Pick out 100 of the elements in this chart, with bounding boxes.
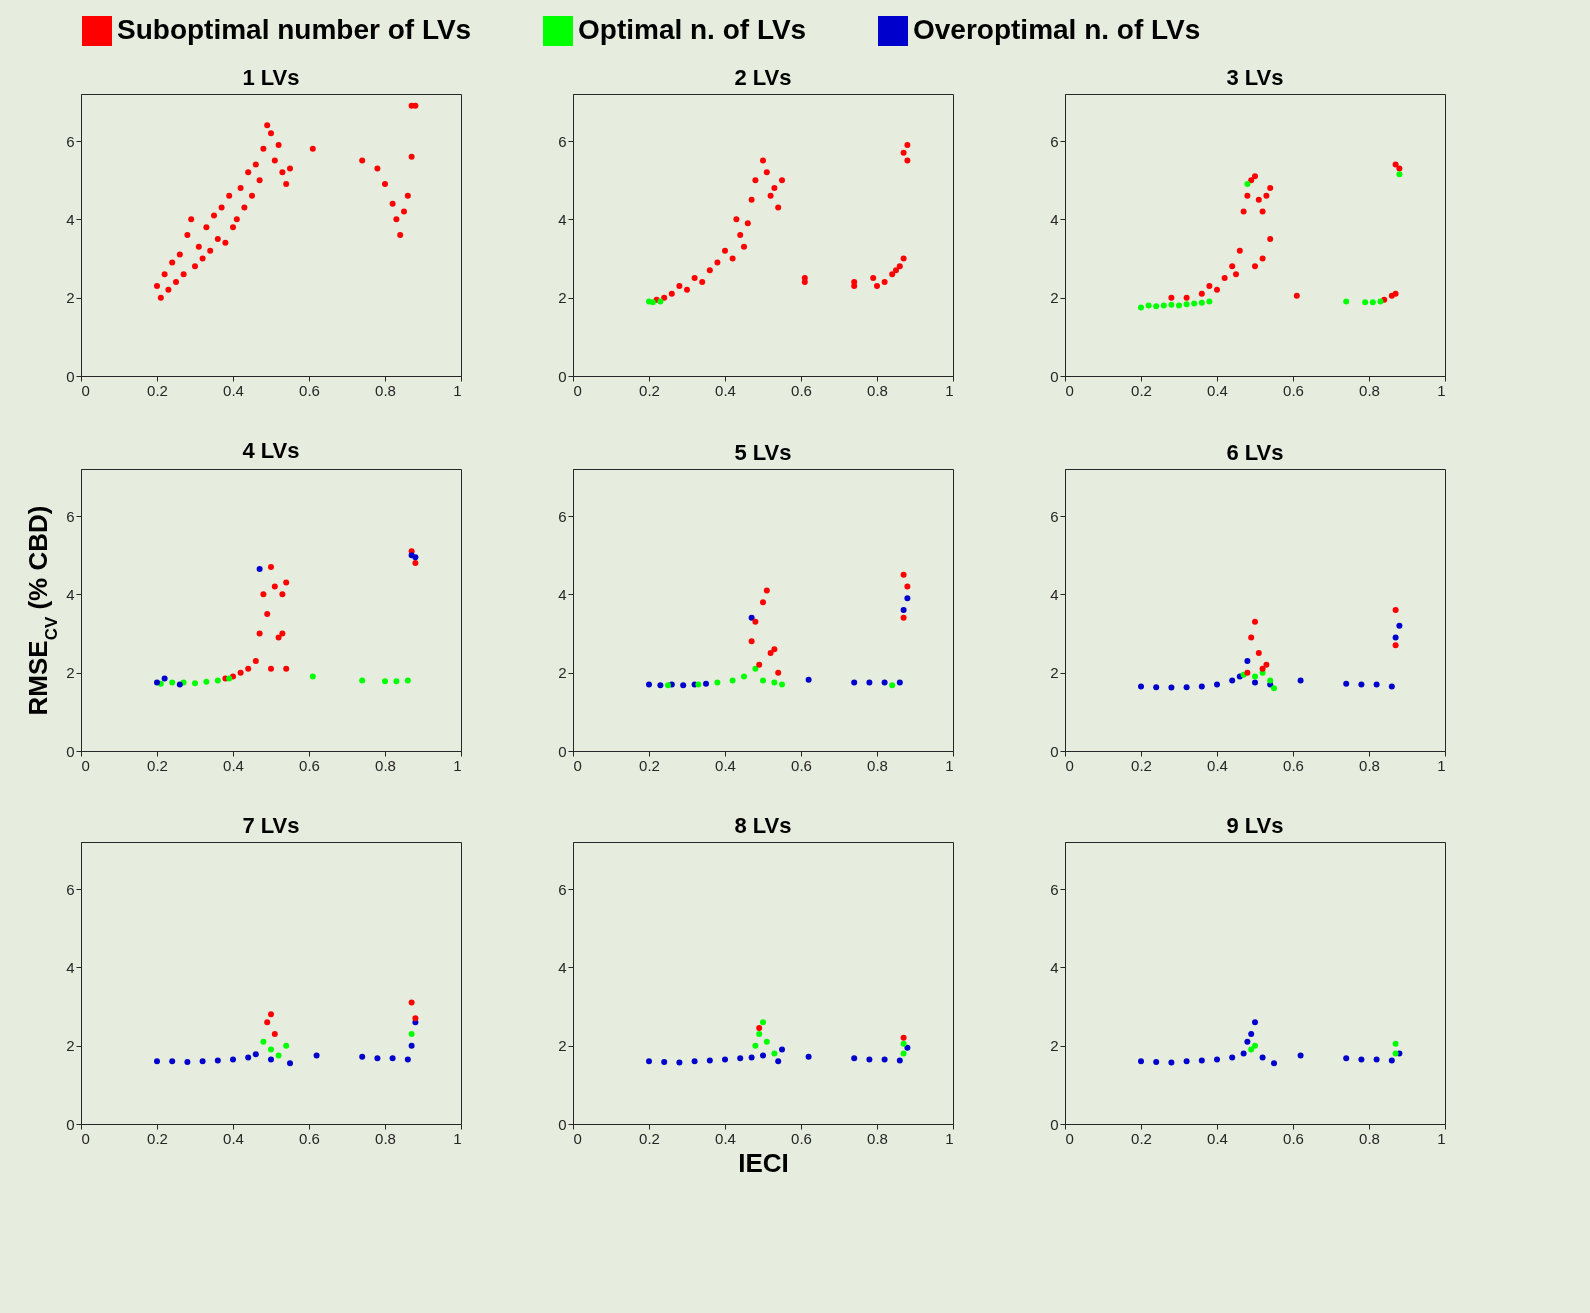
point [1198, 290, 1205, 297]
point [165, 286, 172, 293]
x-tick-label: 0.6 [299, 1129, 320, 1147]
point [252, 1051, 259, 1058]
point [752, 665, 759, 672]
point [264, 610, 271, 617]
chart-title: 2 LVs [734, 65, 792, 90]
y-tick-label: 6 [66, 880, 75, 898]
point [1229, 263, 1236, 270]
point [408, 153, 415, 160]
point [775, 204, 782, 211]
x-tick-label: 1 [1437, 1129, 1446, 1147]
y-tick-label: 0 [66, 367, 75, 385]
point [309, 145, 316, 152]
point [1392, 1050, 1399, 1057]
point [1233, 271, 1239, 278]
point [896, 263, 903, 270]
point [1373, 681, 1380, 688]
point [741, 673, 747, 680]
point [805, 676, 812, 683]
point [1271, 1060, 1277, 1067]
point [1343, 298, 1350, 305]
x-tick-label: 1 [453, 381, 462, 399]
point [691, 275, 698, 282]
point [203, 224, 210, 231]
y-tick-label: 2 [66, 664, 75, 682]
x-tick-label: 0.8 [1359, 756, 1380, 774]
point [1244, 657, 1251, 664]
point [661, 1059, 668, 1066]
x-tick-label: 0.6 [791, 756, 812, 774]
point [733, 216, 740, 223]
x-tick-label: 1 [453, 756, 462, 774]
point [657, 298, 664, 305]
point [866, 679, 873, 686]
point [359, 677, 366, 684]
point [900, 1050, 907, 1057]
point [233, 216, 240, 223]
x-tick-label: 0.6 [1283, 381, 1304, 399]
point [900, 607, 907, 613]
x-tick-label: 0.4 [715, 381, 736, 399]
y-tick-label: 6 [1050, 507, 1059, 525]
point [249, 192, 255, 199]
point [771, 185, 778, 191]
point [889, 271, 896, 278]
x-tick-label: 0.4 [223, 381, 244, 399]
point [226, 192, 233, 199]
point [691, 1058, 698, 1065]
point [676, 1059, 683, 1066]
point [359, 1053, 366, 1060]
point [748, 638, 755, 645]
point [408, 999, 415, 1006]
x-tick-label: 1 [453, 1129, 462, 1147]
point [192, 263, 198, 270]
y-tick-label: 4 [66, 958, 75, 976]
point [218, 204, 225, 211]
point [1373, 1056, 1380, 1063]
point [657, 682, 664, 689]
point [275, 634, 282, 641]
point [866, 1056, 873, 1063]
point [904, 157, 911, 164]
point [881, 679, 888, 686]
point [1392, 634, 1399, 641]
point [741, 243, 747, 250]
point [752, 177, 759, 184]
point [881, 1056, 888, 1063]
y-tick-label: 4 [1050, 585, 1059, 603]
point [313, 1052, 320, 1059]
x-tick-label: 0 [573, 1129, 582, 1147]
x-tick-label: 0 [1065, 381, 1074, 399]
y-tick-label: 4 [1050, 210, 1059, 228]
point [706, 1057, 713, 1064]
point [1221, 275, 1228, 282]
point [275, 1052, 282, 1059]
point [771, 679, 778, 686]
point [1252, 618, 1258, 625]
point [260, 591, 267, 598]
point [896, 679, 903, 686]
point [900, 571, 907, 578]
point [1153, 1059, 1160, 1066]
point [268, 563, 274, 570]
point [1255, 650, 1262, 657]
point [1160, 302, 1167, 309]
y-tick-label: 4 [1050, 958, 1059, 976]
y-tick-label: 2 [1050, 664, 1059, 682]
point [801, 279, 808, 285]
y-tick-label: 2 [558, 664, 567, 682]
point [722, 247, 728, 254]
y-tick-label: 4 [558, 958, 567, 976]
point [1396, 171, 1403, 178]
point [748, 614, 755, 621]
x-tick-label: 0.2 [639, 381, 660, 399]
point [173, 279, 179, 285]
point [1248, 1030, 1255, 1037]
point [760, 1052, 766, 1059]
point [1244, 192, 1251, 199]
point [748, 196, 755, 203]
point [900, 1034, 907, 1041]
point [900, 1040, 907, 1047]
point [1138, 683, 1144, 690]
point [729, 255, 736, 262]
